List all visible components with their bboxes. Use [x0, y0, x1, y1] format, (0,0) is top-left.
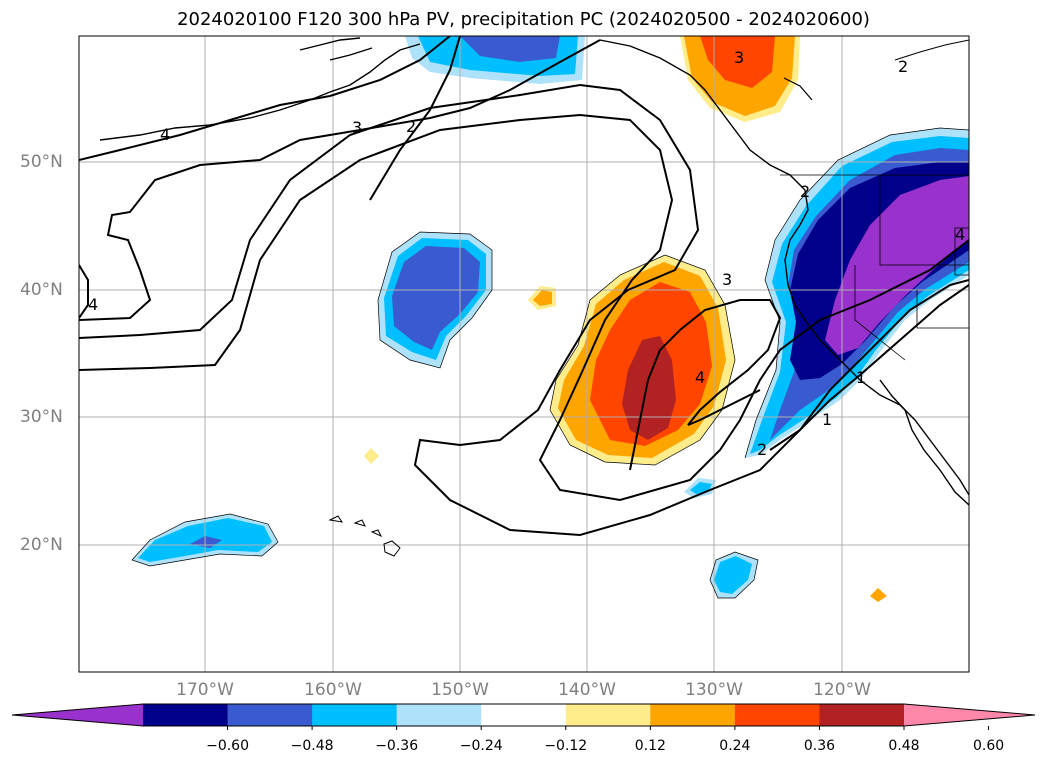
pv-contour-labels: 2 3 4 2 3 4 3 4 2 1 2 1 4 — [88, 48, 965, 459]
precip-negative-blob — [714, 556, 752, 594]
plot-frame — [78, 35, 970, 673]
baja-coast — [879, 379, 969, 506]
colorbar-segment — [143, 704, 229, 726]
lat-label-40n: 40°N — [20, 280, 63, 300]
colorbar-tick-label: −0.12 — [544, 738, 588, 754]
colorbar-tick-label: 0.48 — [888, 738, 920, 754]
pv-contour-left — [79, 264, 89, 319]
precip-shading — [132, 36, 969, 602]
hawaii-islands — [328, 515, 401, 557]
precip-positive-blob — [533, 290, 552, 306]
colorbar-extend-max — [904, 704, 1035, 726]
colorbar-segment — [227, 704, 313, 726]
pv-contour-3 — [79, 113, 969, 502]
aleutian-islands — [299, 37, 373, 61]
pv-label: 4 — [160, 125, 170, 144]
pv-contour-2-north — [369, 36, 461, 201]
colorbar-tick-label: 0.60 — [972, 738, 1005, 754]
lon-label-130w: 130°W — [685, 680, 743, 700]
arctic-coast — [894, 39, 969, 61]
pv-label: 2 — [800, 182, 810, 201]
colorbar-tick-label: −0.24 — [459, 738, 503, 754]
precip-positive-blob — [622, 336, 676, 440]
pv-contours — [79, 36, 969, 537]
colorbar-tick-label: −0.48 — [290, 738, 334, 754]
colorbar-tick-label: −0.36 — [375, 738, 419, 754]
graticule — [79, 36, 969, 672]
gulf-of-alaska-coast — [599, 39, 806, 191]
pv-label: 4 — [88, 295, 98, 314]
state-borders — [854, 175, 969, 361]
pv-label: 3 — [722, 270, 732, 289]
lon-label-120w: 120°W — [813, 680, 871, 700]
colorbar-extend-min — [12, 704, 143, 726]
pv-label: 1 — [856, 368, 866, 387]
colorbar-segment — [734, 704, 820, 726]
pv-label: 2 — [898, 57, 908, 76]
map-title: 2024020100 F120 300 hPa PV, precipitatio… — [177, 9, 870, 30]
colorbar-tick-label: 0.36 — [803, 738, 836, 754]
pv-contour-east — [629, 299, 782, 471]
pv-contour-inner — [79, 36, 451, 161]
colorbar-tick-label: 0.24 — [719, 738, 751, 754]
precip-negative-blob — [392, 246, 480, 350]
lon-label-160w: 160°W — [304, 680, 362, 700]
lon-label-170w: 170°W — [176, 680, 234, 700]
pv-contour-4 — [79, 39, 601, 321]
precip-negative-blob — [460, 36, 560, 62]
pv-label: 2 — [406, 117, 416, 136]
island-north — [783, 77, 813, 101]
colorbar-segment — [481, 704, 567, 726]
precip-positive-blob — [700, 36, 775, 88]
lon-label-150w: 150°W — [431, 680, 489, 700]
colorbar-segment — [396, 704, 482, 726]
precip-positive-dot — [870, 588, 887, 602]
colorbar-tick-label: 0.12 — [634, 738, 666, 754]
pv-label: 1 — [822, 410, 832, 429]
precip-positive-dot — [364, 448, 379, 464]
pv-label: 4 — [695, 368, 705, 387]
lat-label-20n: 20°N — [20, 535, 63, 555]
colorbar-outline — [11, 703, 1036, 727]
colorbar-segment — [312, 704, 398, 726]
pv-contour-2 — [79, 83, 969, 537]
lon-label-140w: 140°W — [558, 680, 616, 700]
colorbar-segment — [650, 704, 736, 726]
precip-negative-swath — [825, 176, 969, 355]
precip-outlines — [131, 127, 969, 599]
colorbar-segment — [819, 704, 905, 726]
pv-label: 3 — [734, 48, 744, 67]
colorbar-segment — [565, 704, 651, 726]
map-panel[interactable]: 2 3 4 2 3 4 3 4 2 1 2 1 4 — [0, 0, 1047, 700]
colorbar-tick-label: −0.60 — [206, 738, 249, 754]
bc-coast — [784, 189, 969, 496]
lat-label-50n: 50°N — [20, 152, 63, 172]
pv-contour-1 — [769, 284, 969, 451]
pv-label: 2 — [757, 440, 767, 459]
pv-label: 4 — [955, 225, 965, 244]
lat-label-30n: 30°N — [20, 407, 63, 427]
pv-label: 3 — [352, 118, 362, 137]
